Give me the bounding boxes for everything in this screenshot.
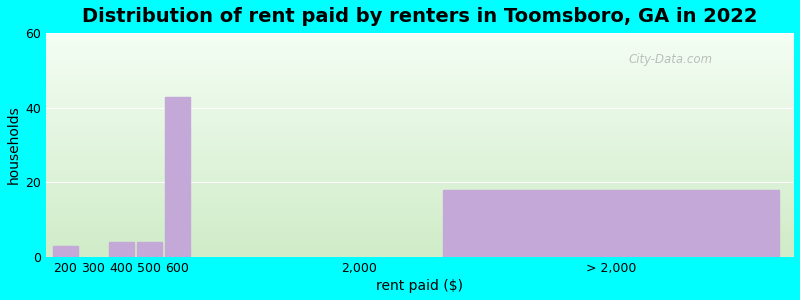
Text: City-Data.com: City-Data.com [629, 53, 713, 66]
Bar [109, 242, 134, 257]
Y-axis label: households: households [7, 106, 21, 184]
Bar [443, 190, 779, 257]
Bar [53, 246, 78, 257]
Bar [165, 97, 190, 257]
X-axis label: rent paid ($): rent paid ($) [376, 279, 463, 293]
Title: Distribution of rent paid by renters in Toomsboro, GA in 2022: Distribution of rent paid by renters in … [82, 7, 758, 26]
Bar [137, 242, 162, 257]
